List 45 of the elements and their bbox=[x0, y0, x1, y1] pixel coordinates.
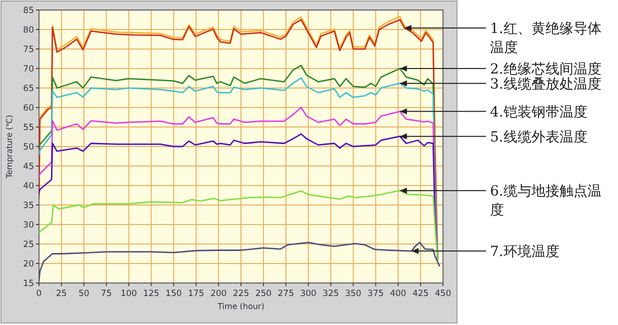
x-tick-label: 350 bbox=[345, 289, 362, 299]
text: 5.线缆外表温度 bbox=[490, 129, 588, 146]
y-tick-label: 25 bbox=[23, 240, 34, 250]
x-tick-label: 275 bbox=[278, 289, 294, 299]
y-tick-label: 40 bbox=[23, 182, 34, 192]
line-series bbox=[39, 106, 438, 260]
y-tick-label: 65 bbox=[23, 84, 34, 94]
x-tick-label: 175 bbox=[188, 289, 204, 299]
x-tick-label: 375 bbox=[368, 289, 384, 299]
x-tick-label: 25 bbox=[56, 289, 67, 299]
x-tick-label: 425 bbox=[412, 289, 429, 299]
y-tick-label: 55 bbox=[23, 123, 34, 133]
x-tick-label: 325 bbox=[322, 289, 339, 299]
x-tick-label: 250 bbox=[255, 289, 272, 299]
x-axis-title: Time (hour) bbox=[216, 302, 264, 311]
y-tick-label: 45 bbox=[23, 162, 34, 172]
x-tick-label: 200 bbox=[210, 289, 227, 299]
y-tick-label: 50 bbox=[23, 142, 34, 152]
x-tick-label: 50 bbox=[78, 289, 90, 299]
x-tick-label: 450 bbox=[434, 289, 452, 299]
x-tick-label: 75 bbox=[100, 289, 112, 299]
text: 3.线缆叠放处温度 bbox=[490, 76, 602, 92]
y-tick-label: 30 bbox=[23, 220, 34, 230]
x-tick-label: 100 bbox=[120, 289, 137, 299]
y-tick-label: 80 bbox=[23, 26, 34, 36]
x-tick-label: 400 bbox=[390, 289, 406, 299]
y-tick-label: 20 bbox=[23, 260, 34, 270]
text: 2.绝缘芯线间温度 bbox=[490, 62, 602, 78]
y-tick-label: 75 bbox=[23, 45, 34, 55]
y-axis-title: Temprature (℃) bbox=[5, 114, 14, 180]
y-tick-label: 35 bbox=[23, 201, 34, 211]
y-tick-label: 15 bbox=[23, 279, 34, 289]
y-tick-label: 85 bbox=[23, 6, 34, 16]
x-tick-label: 0 bbox=[36, 289, 42, 299]
x-tick-label: 225 bbox=[232, 289, 250, 299]
x-tick-label: 125 bbox=[143, 289, 160, 299]
text: 6.缆与地接触点温度 bbox=[490, 184, 602, 219]
y-tick-label: 70 bbox=[23, 64, 34, 74]
text: 1.红、黄绝缘导体温度 bbox=[490, 20, 602, 56]
text: 7.环境温度 bbox=[490, 244, 560, 260]
text: 4.铠装钢带温度 bbox=[490, 104, 588, 120]
y-tick-label: 60 bbox=[23, 104, 34, 114]
line-series bbox=[39, 242, 440, 282]
x-tick-label: 150 bbox=[166, 289, 182, 299]
x-tick-label: 300 bbox=[300, 289, 316, 299]
